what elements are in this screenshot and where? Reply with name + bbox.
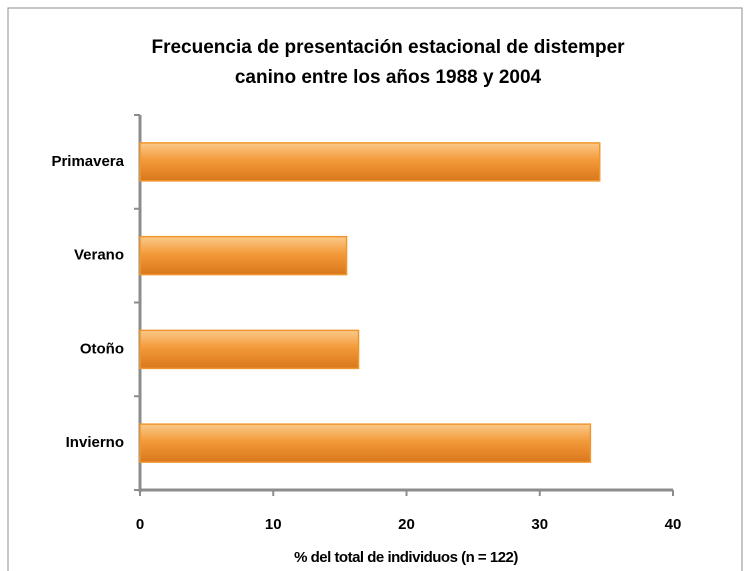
chart-frame <box>7 7 743 571</box>
y-tick-label: Invierno <box>66 434 124 451</box>
y-tick-label: Otoño <box>80 340 124 357</box>
x-axis-label: % del total de individuos (n = 122) <box>294 549 518 566</box>
bar <box>139 142 601 182</box>
chart-title: Frecuencia de presentación estacional de… <box>151 37 625 58</box>
y-tick-label: Primavera <box>51 153 124 170</box>
x-tick-label: 20 <box>398 516 415 533</box>
x-tick-label: 0 <box>136 516 144 533</box>
x-tick-label: 10 <box>265 516 282 533</box>
x-tick-label: 40 <box>665 516 682 533</box>
bar <box>139 235 348 276</box>
chart-title: canino entre los años 1988 y 2004 <box>235 67 542 88</box>
x-tick-label: 30 <box>531 516 548 533</box>
y-tick-label: Verano <box>74 247 124 264</box>
bar <box>139 423 592 463</box>
bar <box>139 329 360 370</box>
